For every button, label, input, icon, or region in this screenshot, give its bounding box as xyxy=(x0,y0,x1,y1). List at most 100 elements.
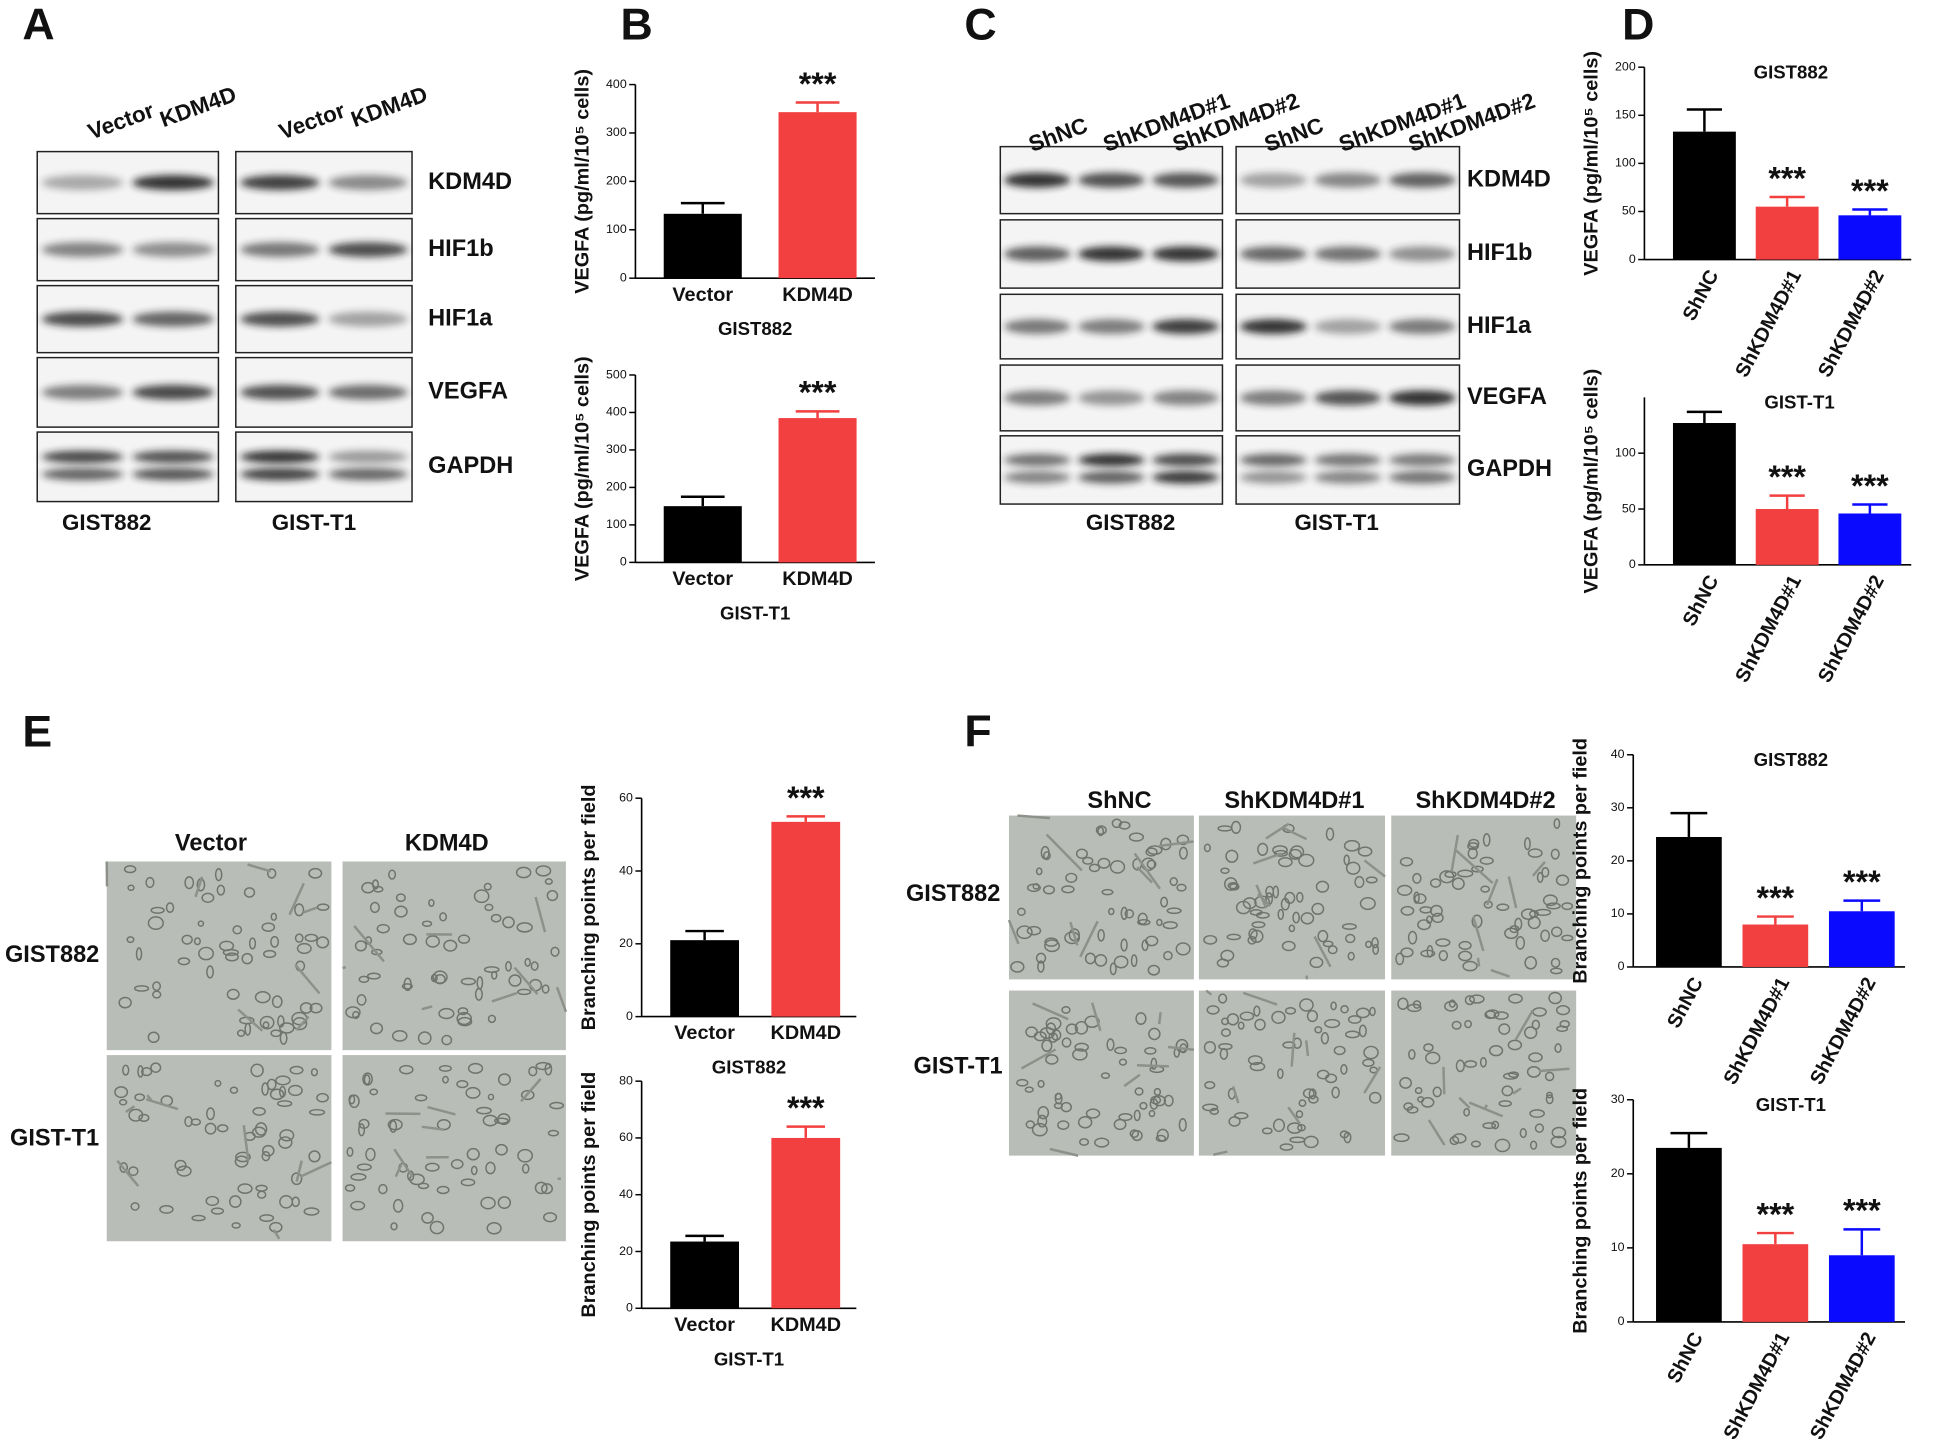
cell-blob xyxy=(417,1182,430,1190)
cell-blob xyxy=(1507,1039,1523,1051)
cell-blob xyxy=(1496,903,1510,911)
tube-strand xyxy=(1167,1045,1195,1051)
cell-blob xyxy=(1555,1005,1571,1016)
cell-blob xyxy=(421,1212,434,1224)
tube-strand xyxy=(1257,893,1271,907)
blot-band xyxy=(1004,453,1071,467)
tube-strand xyxy=(1265,822,1290,840)
cell-blob xyxy=(1529,1109,1545,1118)
blot-band xyxy=(240,175,320,191)
cell-blob xyxy=(520,1089,535,1101)
blot-frame xyxy=(1235,435,1461,505)
tube-strand xyxy=(1136,866,1153,884)
cell-blob xyxy=(417,1031,432,1045)
tube-strand xyxy=(295,1015,310,1031)
cell-blob xyxy=(1220,1028,1231,1037)
tube-strand xyxy=(1079,920,1099,958)
error-bar xyxy=(685,1234,724,1242)
blot-band xyxy=(328,242,408,258)
cell-blob xyxy=(541,1183,553,1195)
cell-blob xyxy=(1371,937,1379,949)
column-label: ShKDM4D#1 xyxy=(1224,787,1364,813)
cell-blob xyxy=(205,1195,220,1207)
blot-band xyxy=(1152,319,1219,335)
cell-blob xyxy=(1134,1087,1144,1096)
y-tick-label: 0 xyxy=(626,1009,633,1023)
tube-strand xyxy=(1017,814,1051,820)
cell-blob xyxy=(1322,940,1334,948)
cell-blob xyxy=(487,1093,495,1101)
error-bar xyxy=(1852,503,1888,514)
cell-blob xyxy=(1061,885,1075,894)
protein-label: HIF1b xyxy=(1467,239,1533,265)
blot-band xyxy=(1004,471,1071,484)
blot-band xyxy=(328,175,408,191)
x-tick-label: KDM4D xyxy=(770,1314,841,1336)
y-tick-label: 400 xyxy=(606,405,627,419)
cell-blob xyxy=(190,1118,202,1126)
cell-blob xyxy=(1546,902,1561,910)
cell-blob xyxy=(543,1212,558,1223)
x-tick-label: Vector xyxy=(672,568,733,590)
cell-blob xyxy=(1031,1122,1048,1137)
cell-blob xyxy=(292,1017,308,1031)
y-tick-label: 0 xyxy=(1618,1314,1625,1328)
cell-blob xyxy=(1133,1109,1141,1122)
cell-blob xyxy=(1464,1019,1473,1029)
cell-blob xyxy=(1451,1020,1462,1030)
micrograph xyxy=(1198,990,1386,1156)
cell-blob xyxy=(1144,1046,1157,1055)
cell-blob xyxy=(1534,1123,1545,1133)
blot-band xyxy=(1314,319,1382,335)
cell-blob xyxy=(296,942,312,955)
cell-blob xyxy=(1176,834,1190,846)
cell-blob xyxy=(1113,955,1129,969)
tube-strand xyxy=(1032,1002,1069,1021)
cell-blob xyxy=(1254,1018,1266,1031)
cell-blob xyxy=(1097,826,1105,837)
blot-band xyxy=(132,175,214,191)
cell-blob xyxy=(456,1079,469,1089)
y-tick-label: 100 xyxy=(1615,156,1636,170)
cell-blob xyxy=(1529,1140,1538,1150)
error-bar xyxy=(1852,208,1888,216)
cell-blob xyxy=(369,1022,384,1035)
cell-blob xyxy=(1548,991,1563,1005)
cell-blob xyxy=(141,1067,153,1077)
column-label: ShKDM4D#2 xyxy=(1415,787,1555,813)
x-tick-label: ShNC xyxy=(1663,1329,1708,1387)
y-tick-label: 150 xyxy=(1615,108,1636,122)
cell-line-label: GIST882 xyxy=(1086,510,1175,535)
blot-band xyxy=(1388,246,1456,262)
cell-blob xyxy=(1289,845,1305,859)
cell-blob xyxy=(541,984,550,994)
cell-blob xyxy=(243,887,256,898)
cell-blob xyxy=(1129,1129,1140,1139)
x-tick-label: ShKDM4D#2 xyxy=(1814,572,1889,687)
cell-blob xyxy=(1400,947,1414,958)
cell-blob xyxy=(1399,857,1414,867)
cell-blob xyxy=(485,1161,496,1175)
tube-strand xyxy=(272,1229,281,1240)
cell-blob xyxy=(465,1086,481,1099)
tube-strand xyxy=(294,964,321,995)
cell-blob xyxy=(1095,825,1107,835)
tube-strand xyxy=(146,1094,153,1101)
bar xyxy=(1656,1147,1722,1322)
cell-blob xyxy=(350,1200,366,1211)
cell-blob xyxy=(1372,943,1380,955)
cell-blob xyxy=(1289,1136,1306,1144)
cell-blob xyxy=(1203,843,1211,853)
bar xyxy=(663,213,742,279)
blot-band xyxy=(1152,471,1219,484)
cell-blob xyxy=(346,1146,354,1157)
cell-blob xyxy=(483,966,500,973)
cell-blob xyxy=(1302,1088,1315,1099)
y-tick-label: 20 xyxy=(1611,1166,1625,1180)
cell-blob xyxy=(248,937,257,950)
tube-strand xyxy=(302,906,318,914)
cell-blob xyxy=(1107,907,1115,916)
error-bar xyxy=(1756,1231,1794,1245)
cell-blob xyxy=(1365,940,1372,949)
micrograph xyxy=(1198,815,1386,980)
